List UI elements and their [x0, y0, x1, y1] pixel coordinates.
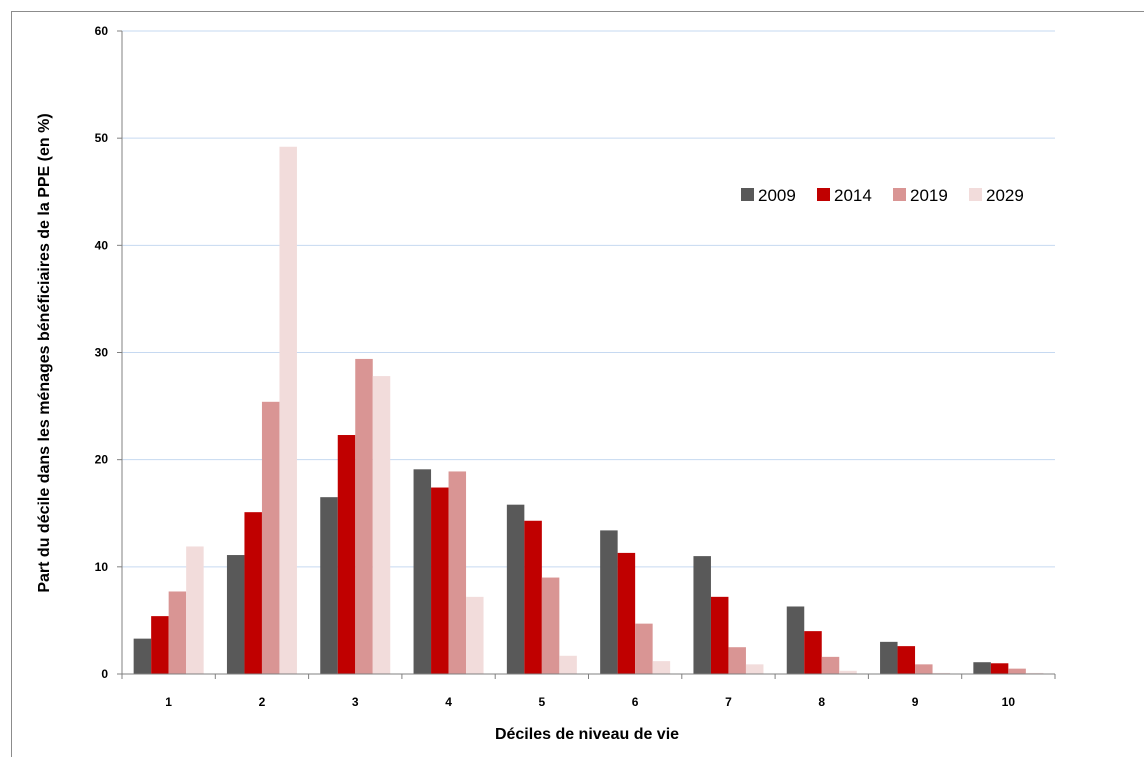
- y-tick-label: 10: [95, 560, 109, 574]
- x-tick-label: 9: [912, 695, 919, 709]
- bar-2014-decile-9: [897, 646, 916, 674]
- legend-label-2019: 2019: [910, 186, 948, 205]
- bar-2009-decile-8: [786, 606, 805, 674]
- bar-2029-decile-4: [466, 596, 484, 674]
- bar-2019-decile-2: [261, 401, 280, 674]
- axes: [117, 30, 1056, 679]
- x-tick-label: 2: [259, 695, 266, 709]
- bar-2009-decile-9: [880, 641, 898, 674]
- x-tick-label: 6: [632, 695, 639, 709]
- bar-2029-decile-7: [745, 664, 764, 674]
- bar-2014-decile-10: [990, 663, 1009, 674]
- x-tick-label: 7: [725, 695, 732, 709]
- x-axis-title: Déciles de niveau de vie: [495, 726, 679, 743]
- legend-label-2009: 2009: [758, 186, 796, 205]
- legend: 2009 2014 2019 2029: [741, 186, 1024, 205]
- bar-2009-decile-3: [320, 497, 338, 674]
- bar-2029-decile-1: [186, 546, 204, 674]
- legend-label-2029: 2029: [986, 186, 1024, 205]
- x-tick-label: 4: [445, 695, 452, 709]
- bar-2014-decile-6: [617, 552, 636, 674]
- bar-2014-decile-8: [804, 631, 822, 674]
- bar-2009-decile-10: [973, 662, 991, 674]
- legend-swatch-2014: [817, 188, 830, 201]
- bar-2014-decile-7: [710, 596, 729, 674]
- legend-swatch-2019: [893, 188, 906, 201]
- bar-2014-decile-5: [524, 520, 542, 674]
- x-tick-label: 1: [165, 695, 172, 709]
- bar-2029-decile-3: [372, 376, 391, 674]
- chart-border: [11, 11, 1144, 757]
- y-tick-label: 60: [95, 24, 109, 38]
- y-axis-title: Part du décile dans les ménages bénéfici…: [36, 113, 53, 592]
- bar-2009-decile-4: [413, 469, 432, 674]
- bar-2029-decile-9: [932, 672, 951, 674]
- bar-2019-decile-10: [1008, 668, 1026, 674]
- bar-2009-decile-6: [600, 530, 618, 674]
- x-tick-label: 8: [818, 695, 825, 709]
- bar-2009-decile-2: [226, 555, 245, 674]
- bar-2019-decile-5: [541, 577, 560, 674]
- y-tick-label: 0: [101, 667, 108, 681]
- x-tick-label: 5: [539, 695, 546, 709]
- bar-2019-decile-7: [728, 647, 746, 674]
- legend-swatch-2029: [969, 188, 982, 201]
- x-tick-label: 3: [352, 695, 359, 709]
- bar-2019-decile-1: [168, 591, 187, 674]
- bar-2029-decile-6: [652, 661, 671, 674]
- bar-2014-decile-3: [337, 435, 356, 674]
- bar-2014-decile-1: [151, 616, 169, 674]
- y-tick-label: 50: [95, 131, 109, 145]
- legend-swatch-2009: [741, 188, 754, 201]
- y-tick-labels: 0 10 20 30 40 50 60: [95, 24, 109, 681]
- bar-2019-decile-9: [915, 664, 933, 674]
- bar-2029-decile-5: [559, 655, 577, 674]
- bar-2009-decile-5: [506, 504, 525, 674]
- bar-2019-decile-3: [355, 358, 373, 674]
- bar-2009-decile-1: [133, 638, 152, 674]
- bars: [133, 146, 1044, 675]
- bar-2014-decile-4: [431, 487, 449, 674]
- bar-2029-decile-8: [839, 670, 857, 674]
- legend-label-2014: 2014: [834, 186, 872, 205]
- x-tick-labels: 1 2 3 4 5 6 7 8 9 10: [165, 695, 1015, 709]
- x-tick-label: 10: [1002, 695, 1016, 709]
- bar-2029-decile-10: [1025, 672, 1044, 674]
- y-tick-label: 20: [95, 453, 109, 467]
- y-tick-label: 30: [95, 346, 109, 360]
- bar-2019-decile-6: [635, 623, 653, 674]
- bar-2029-decile-2: [279, 146, 297, 675]
- bar-2009-decile-7: [693, 556, 711, 674]
- bar-2019-decile-8: [821, 656, 840, 674]
- y-tick-label: 40: [95, 238, 109, 252]
- bar-2019-decile-4: [448, 471, 467, 674]
- bar-2014-decile-2: [244, 512, 262, 674]
